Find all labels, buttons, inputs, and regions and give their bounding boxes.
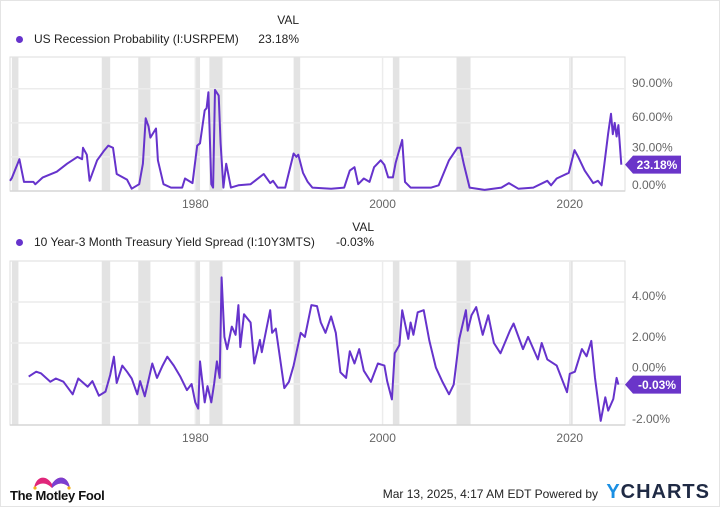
recession-band: [11, 57, 19, 191]
ycharts-logo[interactable]: YCHARTS: [606, 481, 710, 504]
series-dot-icon: [16, 36, 23, 43]
last-value-tag: [625, 155, 681, 174]
legend-val-header: VAL: [277, 13, 299, 27]
chart-panel-1: 0.00% 30.00% 60.00% 90.00% 1980 2000 2020 23.18…: [9, 56, 681, 211]
last-value-tag-label: 23.18%: [637, 158, 678, 172]
legend-series-name[interactable]: US Recession Probability (I:USRPEM): [34, 32, 239, 46]
motley-fool-wordmark: The Motley Fool: [10, 488, 105, 503]
recession-band: [570, 57, 573, 191]
y-tick-label: 60.00%: [632, 110, 673, 124]
ycharts-logo-text: CHARTS: [620, 481, 710, 503]
legend-series-value: -0.03%: [335, 235, 374, 249]
last-value-tag-label: -0.03%: [638, 378, 676, 392]
recession-band: [293, 57, 301, 191]
y-tick-label: -2.00%: [632, 412, 670, 426]
recession-band: [456, 57, 471, 191]
recession-band: [101, 57, 111, 191]
x-tick-label: 2020: [556, 197, 583, 211]
charts-svg: 0.00% 30.00% 60.00% 90.00% 1980 2000 2020 23.18…: [9, 56, 681, 445]
series-dot-icon: [16, 239, 23, 246]
x-tick-label: 1980: [182, 431, 209, 445]
y-tick-label: 4.00%: [632, 289, 666, 303]
plot-area: [9, 56, 626, 192]
jester-hat-icon: [33, 477, 71, 490]
recession-band: [195, 57, 201, 191]
legend-val-header: VAL: [352, 220, 374, 234]
powered-by-text: Powered by: [534, 487, 598, 501]
legend-series-value: 23.18%: [258, 32, 299, 46]
x-tick-label: 1980: [182, 197, 209, 211]
y-tick-label: 0.00%: [632, 361, 666, 375]
chart-panel-2: -2.00% 0.00% 2.00% 4.00% 1980 2000 2020 -0.03%: [9, 260, 681, 445]
ycharts-logo-y: Y: [606, 481, 621, 503]
legend-series-name[interactable]: 10 Year-3 Month Treasury Yield Spread (I…: [34, 235, 315, 249]
footer-timestamp: Mar 13, 2025, 4:17 AM EDT Powered by: [383, 487, 598, 501]
timestamp-text: Mar 13, 2025, 4:17 AM EDT: [382, 487, 532, 501]
y-tick-label: 90.00%: [632, 76, 673, 90]
x-tick-label: 2000: [369, 197, 396, 211]
recession-band: [392, 57, 400, 191]
series-line: [28, 276, 620, 422]
last-value-tag: [625, 375, 681, 394]
y-tick-label: 30.00%: [632, 141, 673, 155]
x-tick-label: 2000: [369, 431, 396, 445]
y-tick-label: 2.00%: [632, 330, 666, 344]
motley-fool-logo: The Motley Fool: [10, 474, 120, 504]
x-tick-label: 2020: [556, 431, 583, 445]
y-tick-label: 0.00%: [632, 178, 666, 192]
series-line: [9, 88, 623, 191]
